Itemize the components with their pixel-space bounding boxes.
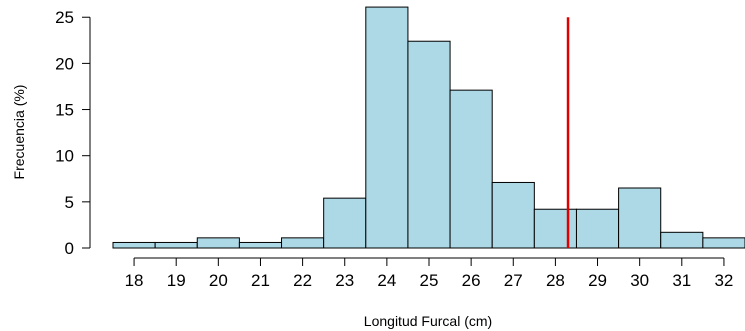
- x-tick-label-14: 32: [714, 271, 733, 290]
- histogram-bar-14: [702, 237, 745, 249]
- histogram-bar-2: [196, 237, 240, 249]
- x-tick-label-12: 30: [630, 271, 649, 290]
- histogram-bar-9: [491, 181, 535, 249]
- x-tick-label-11: 29: [588, 271, 607, 290]
- y-tick-label-2: 10: [55, 147, 74, 166]
- x-tick-label-3: 21: [251, 271, 270, 290]
- histogram-bar-7: [407, 40, 451, 249]
- histogram-bar-12: [618, 187, 662, 249]
- histogram-bars: [112, 6, 745, 249]
- x-axis: 18 19 20 21 22 23 24 25 26 27 28 29 30 31 32: [125, 257, 733, 290]
- histogram-bar-0: [112, 241, 156, 249]
- y-tick-label-3: 15: [55, 101, 74, 120]
- histogram-bar-13: [660, 231, 704, 249]
- histogram-bar-6: [365, 6, 409, 249]
- x-tick-label-9: 27: [504, 271, 523, 290]
- x-tick-label-8: 26: [462, 271, 481, 290]
- y-tick-label-0: 0: [65, 239, 74, 258]
- x-tick-label-6: 24: [377, 271, 396, 290]
- x-tick-label-0: 18: [125, 271, 144, 290]
- x-tick-label-2: 20: [209, 271, 228, 290]
- histogram-bar-10: [533, 208, 577, 249]
- x-tick-label-10: 28: [546, 271, 565, 290]
- x-axis-title: Longitud Furcal (cm): [364, 313, 492, 329]
- x-tick-label-7: 25: [420, 271, 439, 290]
- histogram-bar-8: [449, 89, 493, 249]
- y-axis-title: Frecuencia (%): [11, 85, 27, 180]
- histogram-bar-11: [575, 208, 620, 249]
- x-tick-label-5: 23: [335, 271, 354, 290]
- x-tick-label-13: 31: [672, 271, 691, 290]
- x-tick-label-4: 22: [293, 271, 312, 290]
- y-axis: 0 5 10 15 20 25: [55, 8, 91, 258]
- y-tick-label-5: 25: [55, 8, 74, 27]
- histogram-bar-4: [281, 237, 325, 249]
- histogram-bar-3: [238, 241, 283, 249]
- histogram-bar-1: [154, 241, 198, 249]
- x-tick-label-1: 19: [167, 271, 186, 290]
- histogram-bar-5: [323, 197, 367, 249]
- y-tick-label-4: 20: [55, 54, 74, 73]
- y-tick-label-1: 5: [65, 193, 74, 212]
